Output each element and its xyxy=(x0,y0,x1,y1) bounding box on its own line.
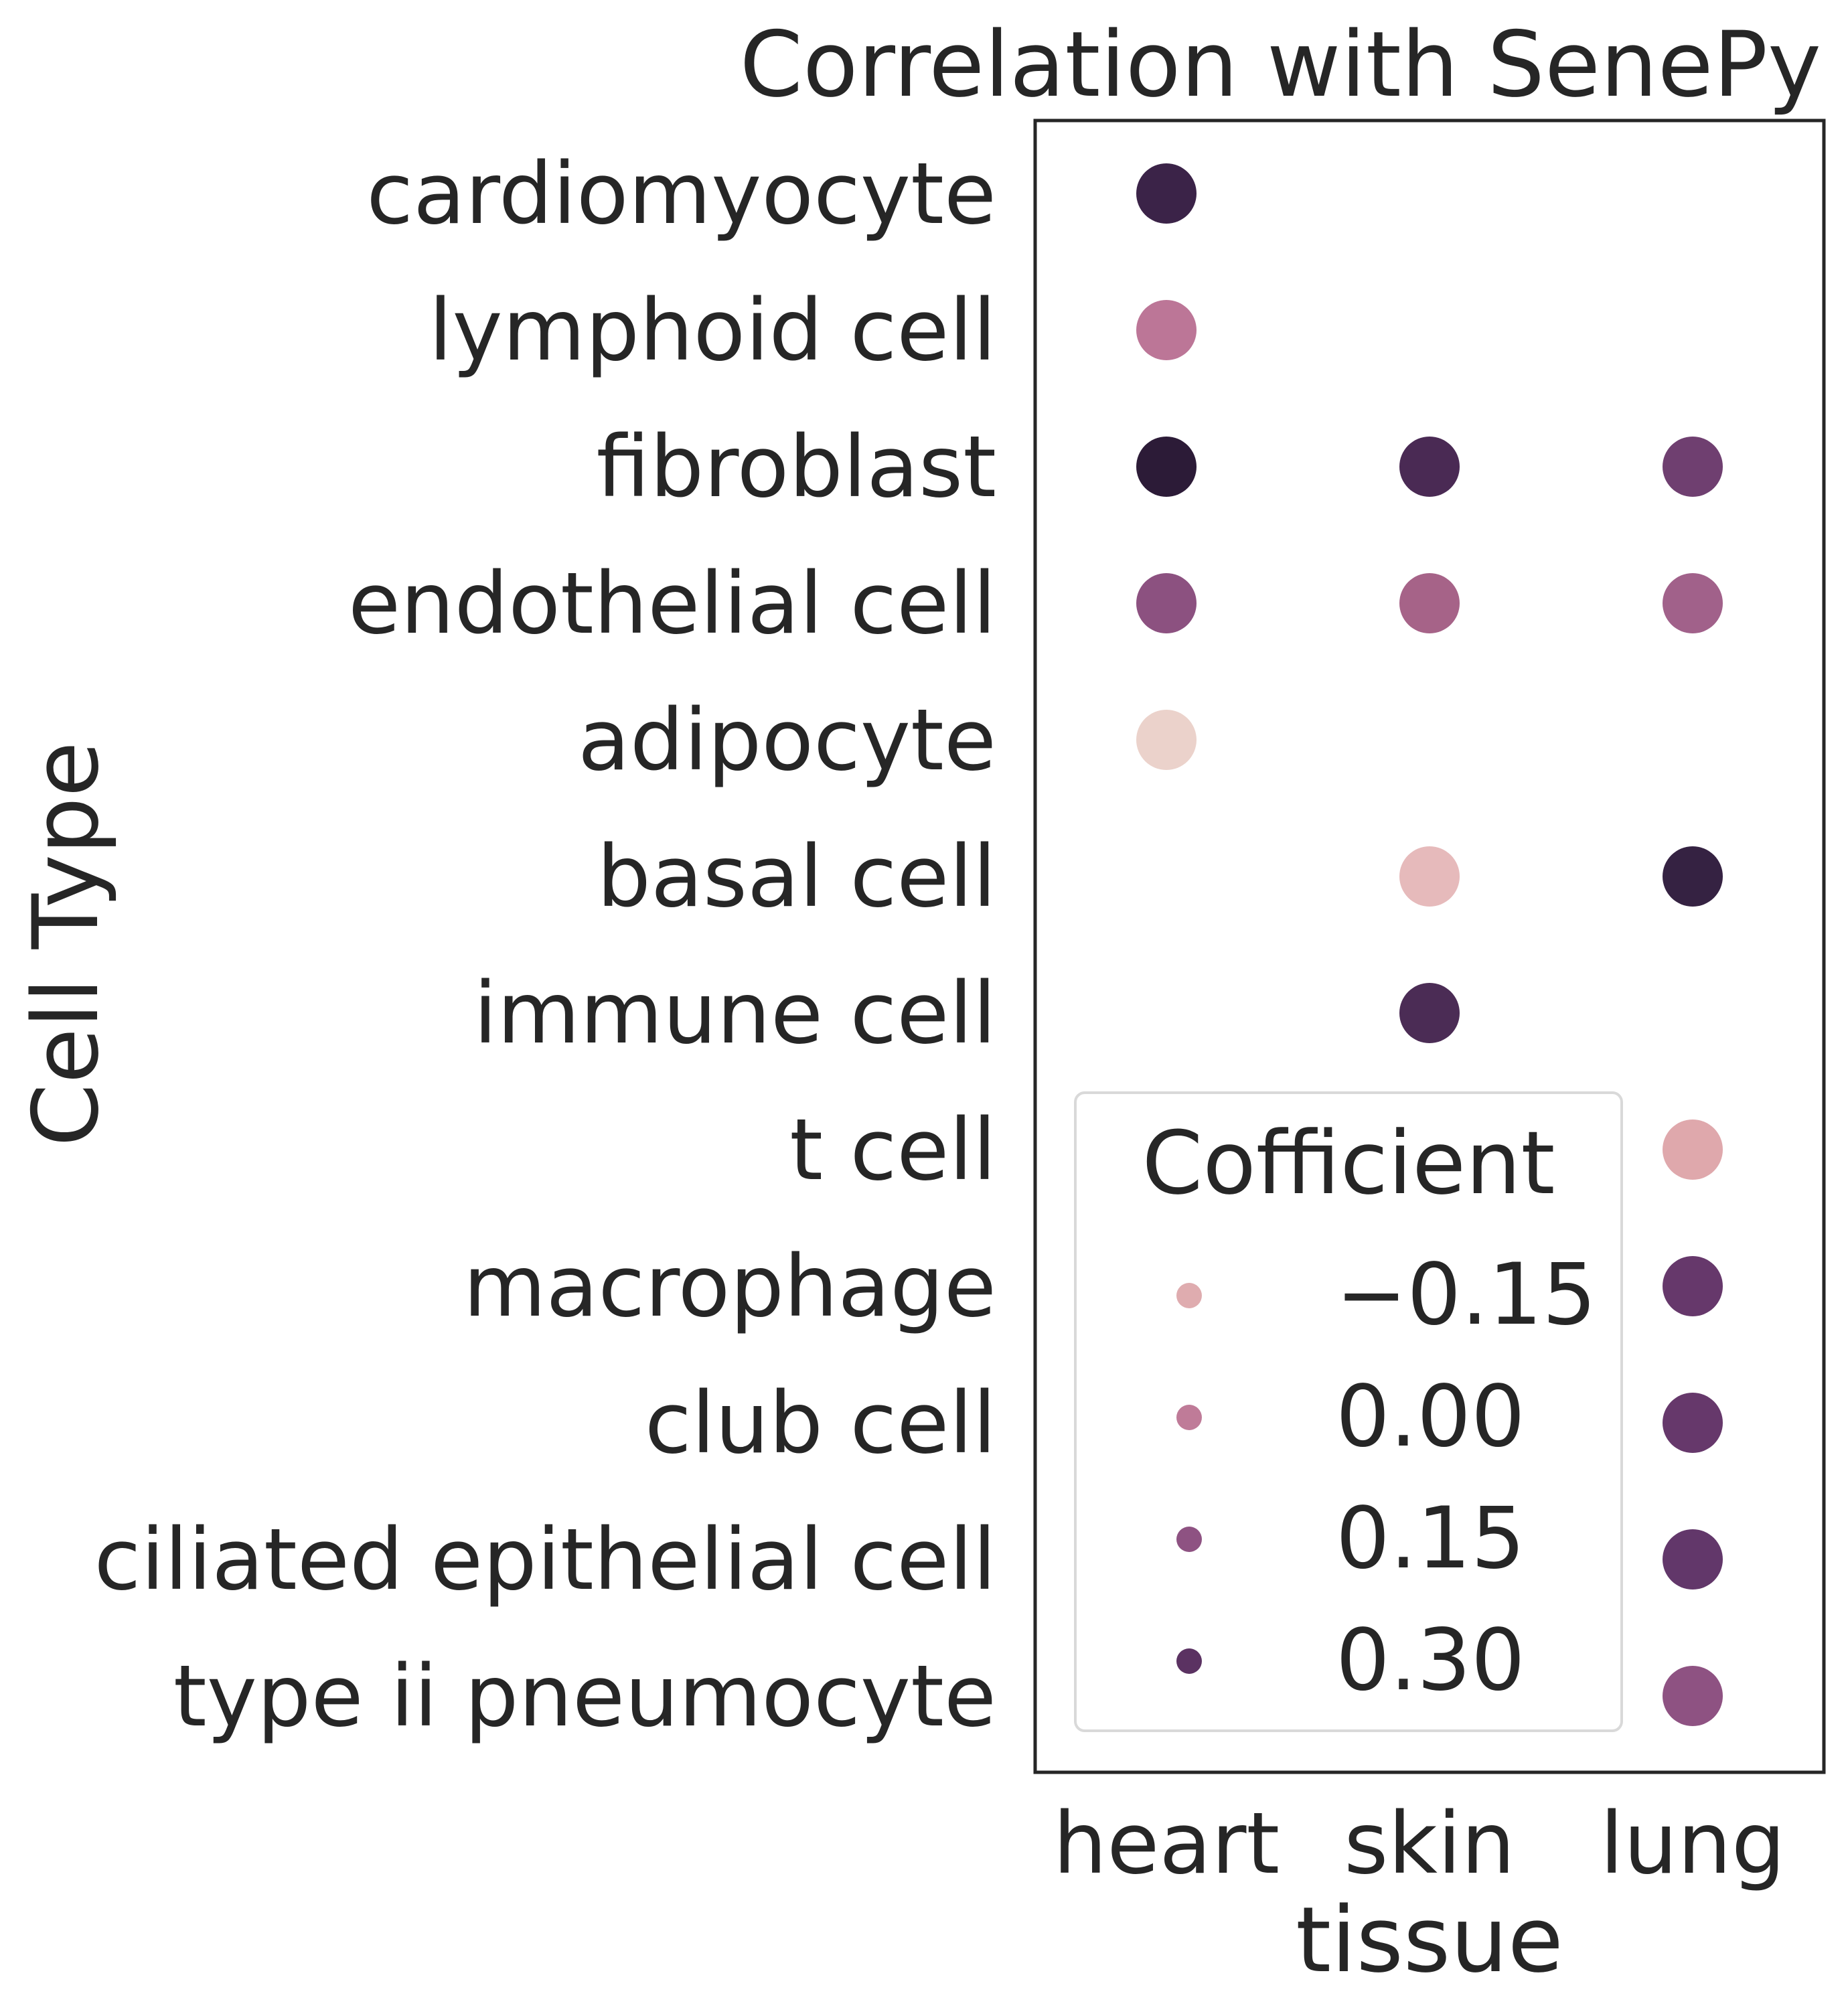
x-tick-labels: heart skin lung xyxy=(1053,1794,1786,1893)
y-tick-label: immune cell xyxy=(473,963,996,1063)
data-point xyxy=(1663,437,1723,497)
plot-frame xyxy=(1033,119,1826,1774)
data-point xyxy=(1136,437,1197,497)
x-tick-label: lung xyxy=(1600,1794,1786,1893)
x-tick-label: heart xyxy=(1053,1794,1280,1893)
legend-entries: −0.15 0.00 0.15 0.30 xyxy=(1176,1245,1596,1709)
data-point xyxy=(1136,163,1197,224)
y-tick-label: fibroblast xyxy=(597,417,996,516)
y-tick-label: club cell xyxy=(645,1373,996,1472)
data-point xyxy=(1136,300,1197,360)
legend-marker xyxy=(1176,1283,1202,1308)
y-tick-label: basal cell xyxy=(597,827,996,926)
legend-marker xyxy=(1176,1648,1202,1674)
legend-box xyxy=(1074,1091,1623,1732)
y-tick-label: cardiomyocyte xyxy=(366,144,996,243)
legend-marker xyxy=(1176,1527,1202,1552)
legend: Cofficient −0.15 0.00 0.15 0.30 xyxy=(1074,1091,1623,1732)
data-point xyxy=(1136,573,1197,633)
y-tick-label: ciliated epithelial cell xyxy=(94,1510,996,1609)
data-point xyxy=(1663,1393,1723,1453)
y-tick-label: type ii pneumocyte xyxy=(173,1646,996,1746)
y-axis-label: Cell Type xyxy=(13,741,119,1146)
legend-label: 0.30 xyxy=(1336,1610,1525,1709)
data-point xyxy=(1399,573,1460,633)
y-tick-label: lymphoid cell xyxy=(429,281,996,380)
data-point xyxy=(1399,846,1460,907)
legend-marker xyxy=(1176,1405,1202,1430)
data-point xyxy=(1663,573,1723,633)
data-point xyxy=(1399,437,1460,497)
data-point xyxy=(1663,1529,1723,1590)
chart-title: Correlation with SenePy xyxy=(740,12,1821,117)
data-point xyxy=(1663,1666,1723,1726)
y-tick-label: t cell xyxy=(789,1100,996,1199)
data-point xyxy=(1663,846,1723,907)
legend-label: 0.00 xyxy=(1336,1367,1525,1466)
y-tick-label: macrophage xyxy=(463,1237,996,1336)
x-tick-label: skin xyxy=(1344,1794,1515,1893)
y-tick-labels: cardiomyocyte lymphoid cell fibroblast endo… xyxy=(94,144,996,1746)
data-point xyxy=(1399,983,1460,1043)
legend-label: −0.15 xyxy=(1336,1245,1596,1344)
data-point xyxy=(1663,1256,1723,1316)
legend-label: 0.15 xyxy=(1336,1488,1525,1587)
data-point xyxy=(1136,710,1197,770)
y-tick-label: adipocyte xyxy=(578,690,996,789)
data-point xyxy=(1663,1119,1723,1180)
data-points xyxy=(1136,163,1723,1726)
x-axis-label: tissue xyxy=(1296,1887,1563,1993)
y-tick-label: endothelial cell xyxy=(348,554,996,653)
legend-title: Cofficient xyxy=(1142,1112,1555,1214)
